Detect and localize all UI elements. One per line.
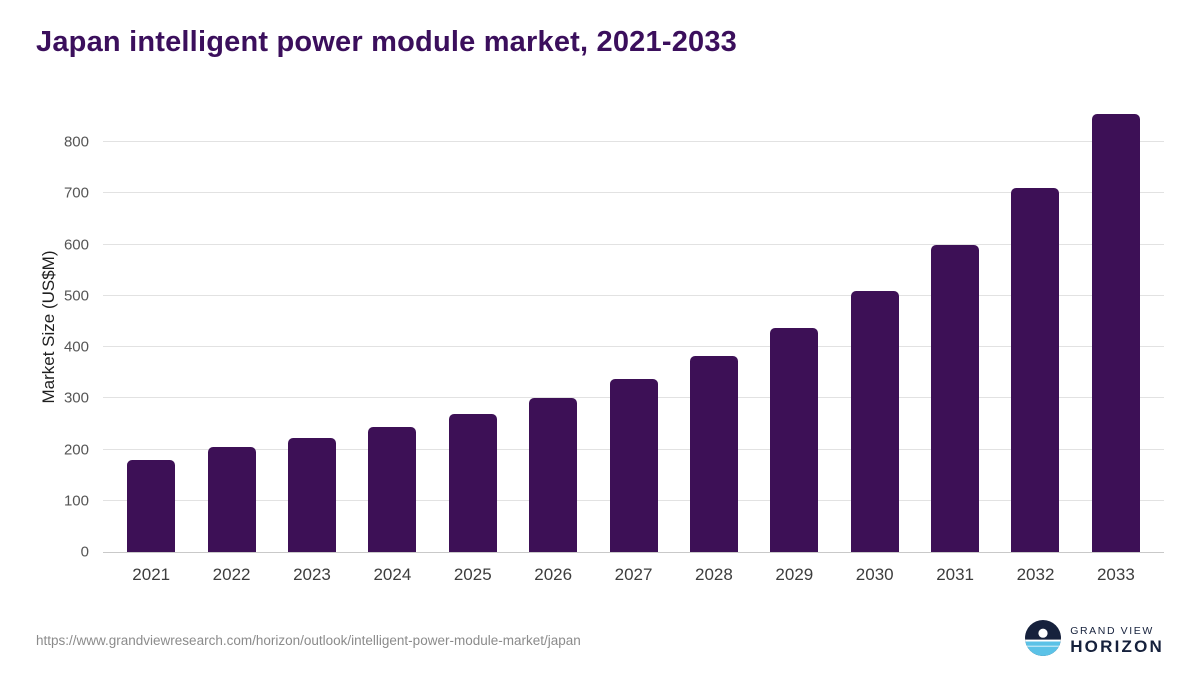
bar-2033[interactable] bbox=[1091, 113, 1140, 552]
x-label-2030: 2030 bbox=[855, 565, 894, 584]
bars bbox=[103, 101, 1164, 552]
bar-2022[interactable] bbox=[207, 446, 256, 552]
plot-area: Market Size (US$M) 0 100 200 300 400 500 600 70… bbox=[39, 101, 1164, 561]
y-axis-label: Market Size (US$M) bbox=[39, 249, 58, 404]
x-label-2028: 2028 bbox=[695, 565, 733, 584]
gridline-500 bbox=[103, 294, 1164, 296]
bar-cell-2027 bbox=[593, 101, 673, 552]
bar-2023[interactable] bbox=[287, 437, 336, 552]
logo-text: GRAND VIEW HORIZON bbox=[1070, 625, 1164, 657]
horizon-logo-icon bbox=[1025, 620, 1062, 661]
x-label-2022: 2022 bbox=[212, 565, 251, 584]
y-tick-600: 600 bbox=[63, 236, 89, 253]
x-label-2026: 2026 bbox=[534, 565, 573, 584]
x-label-2032: 2032 bbox=[1016, 565, 1055, 584]
y-tick-800: 800 bbox=[63, 133, 89, 151]
bar-cell-2028 bbox=[674, 101, 754, 552]
y-tick-400: 400 bbox=[63, 338, 89, 356]
source-url: https://www.grandviewresearch.com/horizo… bbox=[36, 633, 581, 648]
bar-2027[interactable] bbox=[609, 379, 658, 552]
bar-2031[interactable] bbox=[931, 244, 980, 552]
bar-2024[interactable] bbox=[368, 426, 417, 552]
x-label-2025: 2025 bbox=[453, 565, 492, 584]
gridline-600 bbox=[103, 243, 1164, 245]
bar-2021[interactable] bbox=[127, 459, 176, 552]
y-tick-500: 500 bbox=[63, 287, 89, 305]
bar-cell-2031 bbox=[915, 101, 995, 552]
x-label-2024: 2024 bbox=[373, 565, 412, 584]
bar-cell-2026 bbox=[513, 101, 593, 552]
x-label-2029: 2029 bbox=[775, 565, 814, 584]
logo-line-grand-view: GRAND VIEW bbox=[1070, 624, 1154, 637]
x-labels: 2021 2022 2023 2024 2025 2026 2027 2028 2029 2030… bbox=[103, 565, 1164, 585]
x-label-2023: 2023 bbox=[293, 565, 331, 584]
gridline-400 bbox=[103, 346, 1164, 347]
gridline-800 bbox=[103, 141, 1164, 142]
y-tick-0: 0 bbox=[80, 543, 89, 561]
bar-cell-2024 bbox=[352, 101, 432, 552]
gridline-700 bbox=[103, 192, 1164, 194]
y-tick-200: 200 bbox=[63, 441, 89, 458]
bar-2025[interactable] bbox=[448, 413, 497, 552]
chart-title: Japan intelligent power module market, 2… bbox=[36, 26, 738, 58]
bar-cell-2022 bbox=[191, 101, 271, 552]
y-tick-700: 700 bbox=[63, 184, 89, 202]
bar-cell-2033 bbox=[1076, 101, 1156, 552]
bar-cell-2032 bbox=[995, 101, 1075, 552]
logo-line-horizon: HORIZON bbox=[1070, 636, 1164, 656]
y-tick-100: 100 bbox=[63, 492, 89, 510]
x-label-2031: 2031 bbox=[936, 565, 975, 584]
x-label-2021: 2021 bbox=[132, 565, 171, 584]
grand-view-horizon-logo[interactable]: GRAND VIEW HORIZON bbox=[1025, 620, 1164, 661]
bar-cell-2030 bbox=[835, 101, 915, 552]
bar-2029[interactable] bbox=[770, 327, 819, 552]
bar-2026[interactable] bbox=[529, 398, 578, 552]
bar-cell-2029 bbox=[754, 101, 834, 552]
bar-cell-2023 bbox=[272, 101, 352, 552]
bar-chart: Market Size (US$M) 0 100 200 300 400 500 600 70… bbox=[39, 101, 1164, 585]
bar-cell-2025 bbox=[433, 101, 513, 552]
x-label-2027: 2027 bbox=[614, 565, 653, 584]
bar-2030[interactable] bbox=[850, 290, 899, 552]
bar-2032[interactable] bbox=[1011, 188, 1060, 552]
y-tick-300: 300 bbox=[63, 389, 89, 407]
bar-2028[interactable] bbox=[689, 356, 738, 552]
footer: https://www.grandviewresearch.com/horizo… bbox=[36, 606, 1164, 661]
x-label-2033: 2033 bbox=[1096, 565, 1135, 584]
bar-cell-2021 bbox=[111, 101, 191, 552]
